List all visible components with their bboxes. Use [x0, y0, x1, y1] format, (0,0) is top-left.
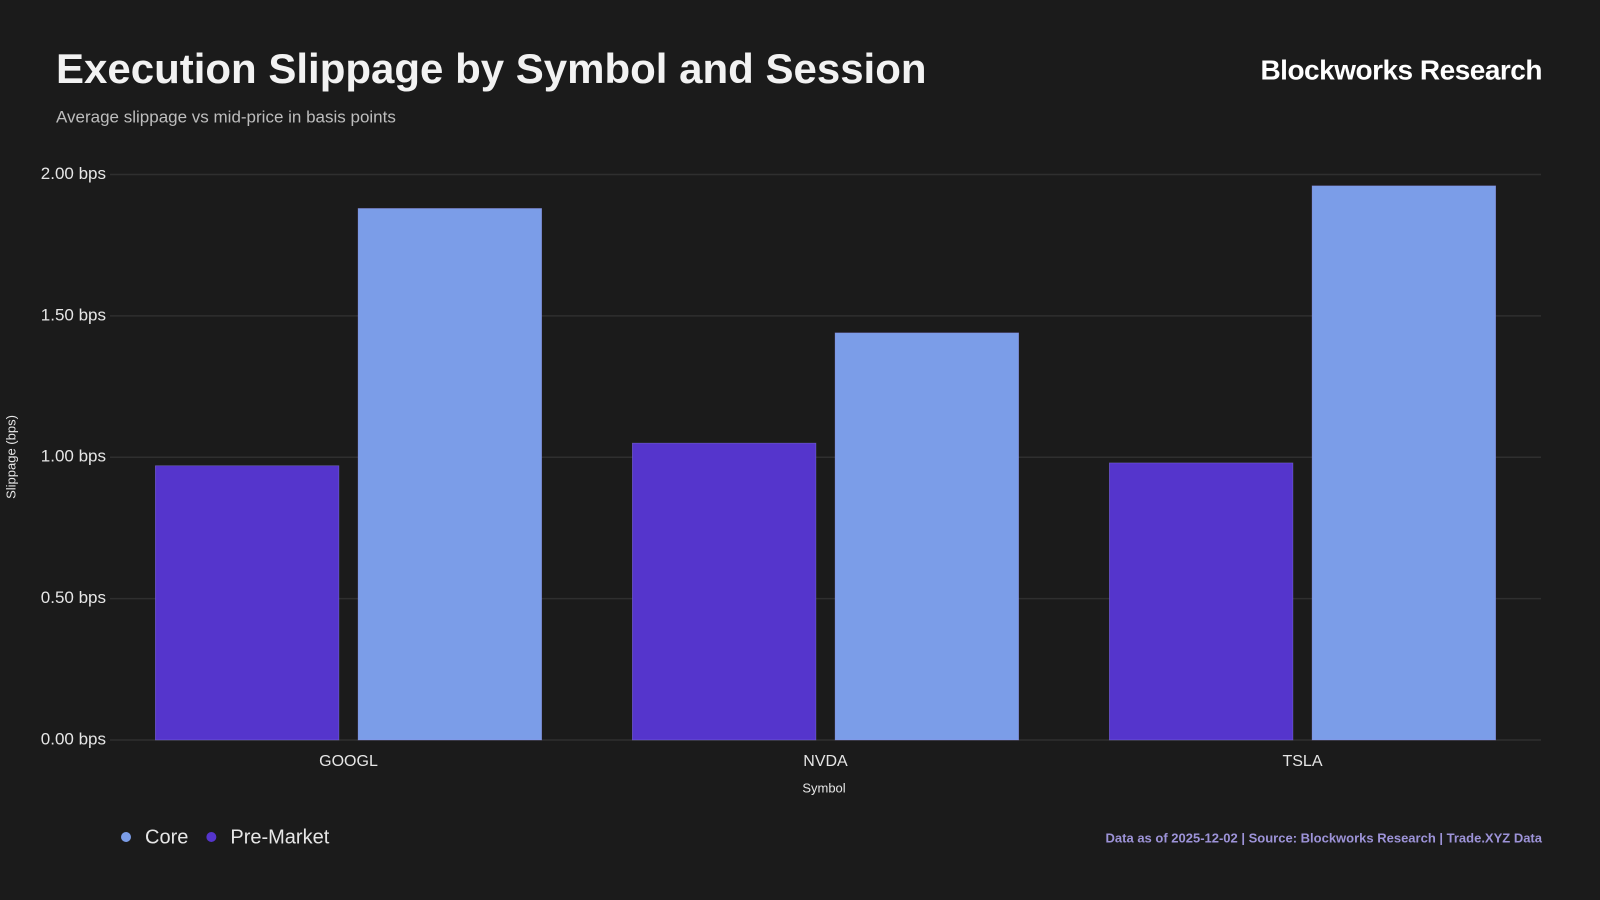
- y-tick-label: 1.50 bps: [41, 305, 106, 324]
- footer: Data as of 2025-12-02 | Source: Blockwor…: [1106, 830, 1543, 845]
- y-tick-label: 2.00 bps: [41, 164, 106, 183]
- bar: [1109, 462, 1294, 741]
- legend-swatch: [206, 832, 217, 842]
- bar: [632, 442, 817, 741]
- chart-title: Execution Slippage by Symbol and Session: [56, 45, 927, 92]
- bar: [155, 465, 340, 741]
- legend-label: Pre-Market: [230, 826, 329, 848]
- y-tick-label: 1.00 bps: [41, 447, 106, 466]
- x-axis-label: Symbol: [802, 780, 845, 795]
- y-axis-label: Slippage (bps): [3, 415, 18, 499]
- brand: Blockworks Research: [1260, 54, 1542, 85]
- bar: [834, 332, 1019, 741]
- legend-swatch: [121, 832, 131, 842]
- chart-subtitle: Average slippage vs mid-price in basis p…: [56, 107, 396, 126]
- bar: [357, 208, 542, 741]
- x-tick-label: NVDA: [803, 753, 848, 770]
- y-tick-label: 0.00 bps: [41, 729, 106, 748]
- y-tick-label: 0.50 bps: [41, 588, 106, 607]
- legend-label: Core: [145, 826, 188, 848]
- x-tick-label: TSLA: [1282, 753, 1322, 770]
- bar: [1311, 185, 1496, 741]
- x-tick-label: GOOGL: [319, 753, 378, 770]
